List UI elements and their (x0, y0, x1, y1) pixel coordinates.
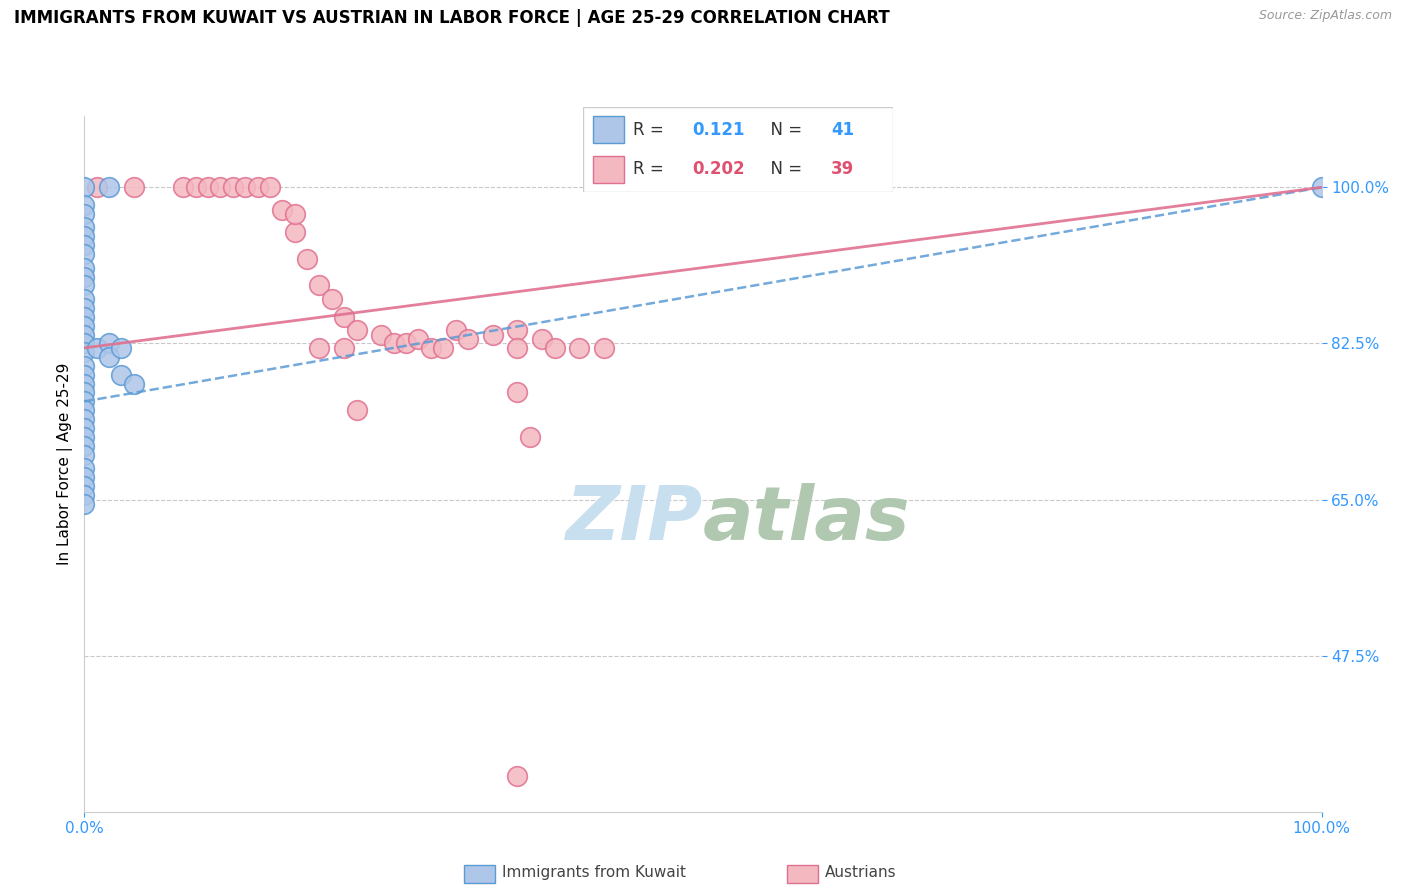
Point (73, 220, 96, 235)
Point (284, 207, 307, 221)
Y-axis label: In Labor Force | Age 25-29: In Labor Force | Age 25-29 (58, 363, 73, 565)
FancyBboxPatch shape (583, 107, 893, 192)
Point (73, 301, 96, 315)
Text: atlas: atlas (703, 483, 911, 556)
Point (346, 323, 368, 337)
Point (73, 470, 96, 484)
Point (73, 278, 96, 293)
Point (481, 327, 503, 342)
Point (419, 341, 441, 355)
Point (86, 341, 108, 355)
Point (73, 461, 96, 475)
Point (568, 341, 591, 355)
Point (184, 180, 207, 194)
Point (110, 368, 132, 382)
Point (73, 327, 96, 342)
Point (98, 350, 121, 364)
Point (73, 345, 96, 359)
Point (233, 180, 256, 194)
Point (73, 207, 96, 221)
Point (432, 341, 454, 355)
Point (73, 229, 96, 244)
Point (543, 341, 565, 355)
Point (73, 421, 96, 435)
Text: 0.202: 0.202 (692, 160, 744, 178)
Point (73, 198, 96, 212)
Point (73, 247, 96, 261)
Point (457, 332, 479, 346)
Point (73, 403, 96, 417)
Point (73, 385, 96, 400)
Text: 39: 39 (831, 160, 855, 178)
Point (209, 180, 232, 194)
Point (506, 385, 529, 400)
Point (73, 359, 96, 373)
Text: ZIP: ZIP (565, 483, 703, 556)
Point (73, 479, 96, 493)
Point (73, 310, 96, 324)
Point (122, 180, 145, 194)
Point (172, 180, 194, 194)
Text: IMMIGRANTS FROM KUWAIT VS AUSTRIAN IN LABOR FORCE | AGE 25-29 CORRELATION CHART: IMMIGRANTS FROM KUWAIT VS AUSTRIAN IN LA… (14, 9, 890, 27)
Point (73, 412, 96, 426)
Point (531, 332, 554, 346)
Point (259, 180, 281, 194)
Point (333, 341, 356, 355)
Point (98, 180, 121, 194)
Text: R =: R = (633, 160, 669, 178)
Point (73, 430, 96, 444)
Point (73, 292, 96, 306)
Text: N =: N = (759, 160, 807, 178)
Point (73, 336, 96, 351)
Point (308, 341, 330, 355)
Point (321, 292, 343, 306)
Text: Austrians: Austrians (825, 865, 897, 880)
Point (197, 180, 219, 194)
Point (284, 225, 307, 239)
Point (73, 368, 96, 382)
Point (382, 336, 405, 351)
Text: Source: ZipAtlas.com: Source: ZipAtlas.com (1258, 9, 1392, 22)
Point (86, 180, 108, 194)
Point (73, 260, 96, 275)
FancyBboxPatch shape (593, 116, 624, 143)
Point (408, 332, 430, 346)
Point (271, 202, 294, 217)
Point (73, 497, 96, 511)
Text: N =: N = (759, 121, 807, 139)
FancyBboxPatch shape (593, 156, 624, 183)
Point (73, 448, 96, 462)
Point (73, 376, 96, 391)
Text: 0.121: 0.121 (692, 121, 744, 139)
Point (506, 769, 529, 783)
Point (370, 327, 392, 342)
Point (593, 341, 616, 355)
Point (308, 278, 330, 293)
Point (444, 323, 467, 337)
Point (1310, 180, 1333, 194)
Point (73, 318, 96, 333)
Text: 41: 41 (831, 121, 853, 139)
Point (506, 323, 529, 337)
Point (110, 341, 132, 355)
Text: Immigrants from Kuwait: Immigrants from Kuwait (502, 865, 686, 880)
Point (333, 310, 356, 324)
Point (73, 439, 96, 453)
Point (98, 336, 121, 351)
Point (222, 180, 245, 194)
Point (395, 336, 418, 351)
Point (122, 376, 145, 391)
Point (73, 238, 96, 252)
Point (246, 180, 269, 194)
Point (73, 180, 96, 194)
Point (73, 488, 96, 502)
Point (346, 403, 368, 417)
Point (295, 252, 318, 266)
Point (73, 394, 96, 409)
Point (506, 341, 529, 355)
Text: R =: R = (633, 121, 675, 139)
Point (519, 430, 541, 444)
Point (73, 269, 96, 284)
